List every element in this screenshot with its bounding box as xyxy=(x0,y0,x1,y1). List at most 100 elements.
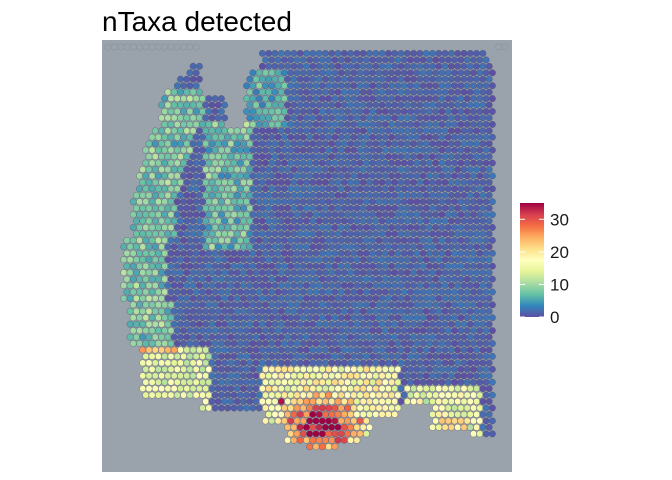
spot xyxy=(334,411,342,418)
spot xyxy=(460,307,468,315)
spot xyxy=(202,359,210,367)
spot xyxy=(208,204,216,212)
spot xyxy=(489,249,496,257)
spot xyxy=(325,198,332,206)
spot xyxy=(148,275,156,283)
spot xyxy=(318,159,326,167)
spot xyxy=(438,69,446,77)
spot xyxy=(485,385,493,392)
spot xyxy=(312,430,320,438)
spot xyxy=(476,430,484,438)
spot xyxy=(167,108,175,115)
spot xyxy=(473,256,480,264)
spot xyxy=(221,282,228,289)
spot xyxy=(482,172,490,180)
spot xyxy=(312,404,320,412)
spot xyxy=(460,372,468,380)
spot xyxy=(328,166,336,173)
spot xyxy=(372,307,380,315)
spot xyxy=(378,88,386,96)
spot xyxy=(299,327,307,334)
spot xyxy=(186,185,194,193)
spot xyxy=(441,75,449,83)
spot xyxy=(287,262,295,270)
spot xyxy=(331,69,339,77)
spot xyxy=(236,353,244,360)
spot xyxy=(199,275,206,283)
spot xyxy=(407,378,414,386)
spot xyxy=(391,153,399,160)
spot xyxy=(173,340,181,347)
spot xyxy=(287,378,295,386)
spot xyxy=(139,179,147,186)
spot xyxy=(334,320,342,328)
spot xyxy=(448,359,455,367)
spot xyxy=(129,340,137,347)
spot xyxy=(155,314,162,322)
spot xyxy=(196,191,203,199)
spot xyxy=(340,230,348,238)
spot xyxy=(340,282,348,289)
spot xyxy=(151,385,159,392)
spot xyxy=(350,82,358,90)
spot xyxy=(290,140,298,148)
spot xyxy=(476,275,484,283)
spot xyxy=(457,121,465,128)
spot xyxy=(422,50,430,57)
spot xyxy=(192,262,200,270)
spot xyxy=(479,230,487,238)
spot xyxy=(410,191,417,199)
spot xyxy=(334,101,342,109)
spot xyxy=(325,262,332,270)
spot xyxy=(460,269,468,276)
spot xyxy=(259,75,266,83)
spot xyxy=(322,398,329,405)
spot xyxy=(164,191,172,199)
spot xyxy=(126,269,134,276)
spot xyxy=(413,185,421,193)
spot xyxy=(170,140,178,148)
spot xyxy=(151,320,159,328)
spot xyxy=(208,153,216,160)
spot xyxy=(328,75,336,83)
spot xyxy=(359,140,367,148)
spot xyxy=(136,288,143,296)
spot xyxy=(444,146,452,154)
spot xyxy=(262,314,269,322)
spot xyxy=(410,359,417,367)
spot xyxy=(347,230,354,238)
spot xyxy=(287,237,295,244)
spot xyxy=(155,327,162,334)
spot xyxy=(482,237,490,244)
spot xyxy=(369,340,377,347)
spot xyxy=(287,56,295,64)
spot xyxy=(233,385,241,392)
spot xyxy=(363,237,370,244)
spot xyxy=(155,262,162,270)
spot xyxy=(470,391,477,399)
spot xyxy=(158,320,165,328)
spot xyxy=(284,398,291,405)
spot xyxy=(441,166,449,173)
spot xyxy=(306,159,314,167)
spot xyxy=(448,295,455,302)
spot xyxy=(479,62,487,70)
spot xyxy=(183,101,191,109)
spot xyxy=(246,217,254,225)
spot xyxy=(366,346,373,354)
spot xyxy=(381,146,389,154)
spot xyxy=(426,185,433,193)
spot xyxy=(227,333,235,341)
spot xyxy=(353,62,361,70)
spot xyxy=(233,372,241,380)
spot xyxy=(454,166,462,173)
spot xyxy=(281,159,288,167)
spot xyxy=(426,249,433,257)
spot xyxy=(391,127,399,135)
spot xyxy=(422,127,430,135)
spot xyxy=(353,75,361,83)
spot xyxy=(400,275,408,283)
spot xyxy=(318,108,326,115)
spot xyxy=(476,224,484,231)
spot xyxy=(363,95,370,102)
